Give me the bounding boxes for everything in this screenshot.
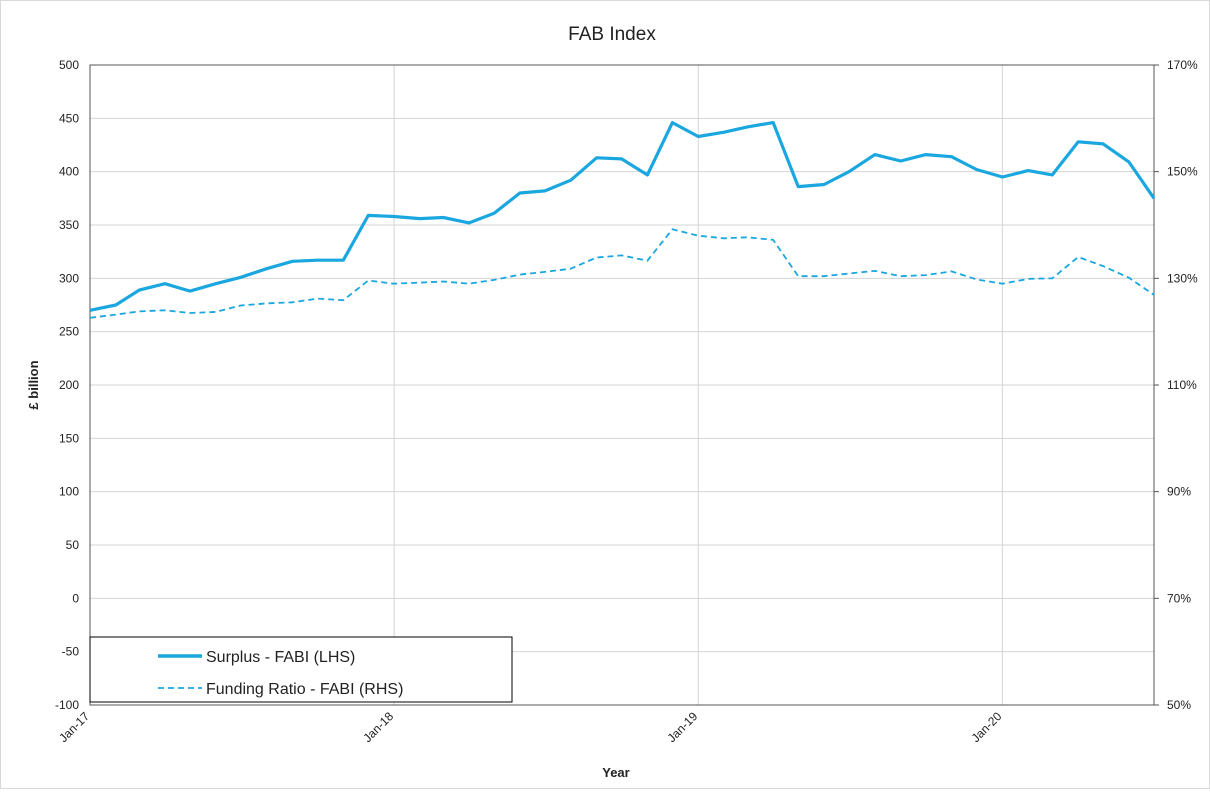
y-tick-label: 50 <box>66 538 80 552</box>
legend: Surplus - FABI (LHS) Funding Ratio - FAB… <box>89 636 513 703</box>
series-layer <box>89 120 1156 319</box>
x-tick-label: Jan-18 <box>360 709 396 745</box>
y-tick-label: 300 <box>59 271 79 285</box>
y2-tick-label: 150% <box>1167 165 1198 179</box>
y-tick-label: -100 <box>55 698 79 712</box>
y-tick-label: 100 <box>59 485 79 499</box>
y-tick-label: 200 <box>59 378 79 392</box>
y-tick-label: 400 <box>59 165 79 179</box>
legend-box <box>89 636 513 703</box>
y-tick-label: 350 <box>59 218 79 232</box>
y-tick-label: 0 <box>72 591 79 605</box>
y-tick-label: 250 <box>59 325 79 339</box>
legend-label-surplus: Surplus - FABI (LHS) <box>206 649 355 666</box>
legend-label-funding-ratio: Funding Ratio - FABI (RHS) <box>206 681 403 698</box>
y2-tick-label: 170% <box>1167 58 1198 72</box>
y-tick-label: 450 <box>59 111 79 125</box>
series-line-funding-ratio <box>89 228 1155 319</box>
x-axis-title: Year <box>602 765 629 780</box>
x-axis: Jan-17 Jan-18 Jan-19 Jan-20 <box>56 709 1004 745</box>
y-axis-right: 50% 70% 90% 110% 130% 150% 170% <box>1154 58 1198 712</box>
x-tick-label: Jan-17 <box>56 709 92 745</box>
y-tick-label: 500 <box>59 58 79 72</box>
y2-tick-label: 70% <box>1167 591 1191 605</box>
series-line-surplus <box>89 120 1156 312</box>
chart-title: FAB Index <box>568 24 656 45</box>
y-axis-left: -100 -50 0 50 100 150 200 250 300 350 400 450 500 <box>55 58 79 712</box>
y2-tick-label: 50% <box>1167 698 1191 712</box>
y2-tick-label: 110% <box>1167 378 1197 392</box>
y-tick-label: 150 <box>59 431 79 445</box>
y-tick-label: -50 <box>62 645 80 659</box>
y-axis-title: £ billion <box>26 360 41 409</box>
y2-tick-label: 90% <box>1167 485 1191 499</box>
x-tick-label: Jan-20 <box>969 709 1005 745</box>
y2-tick-label: 130% <box>1167 271 1198 285</box>
x-tick-label: Jan-19 <box>665 709 701 745</box>
